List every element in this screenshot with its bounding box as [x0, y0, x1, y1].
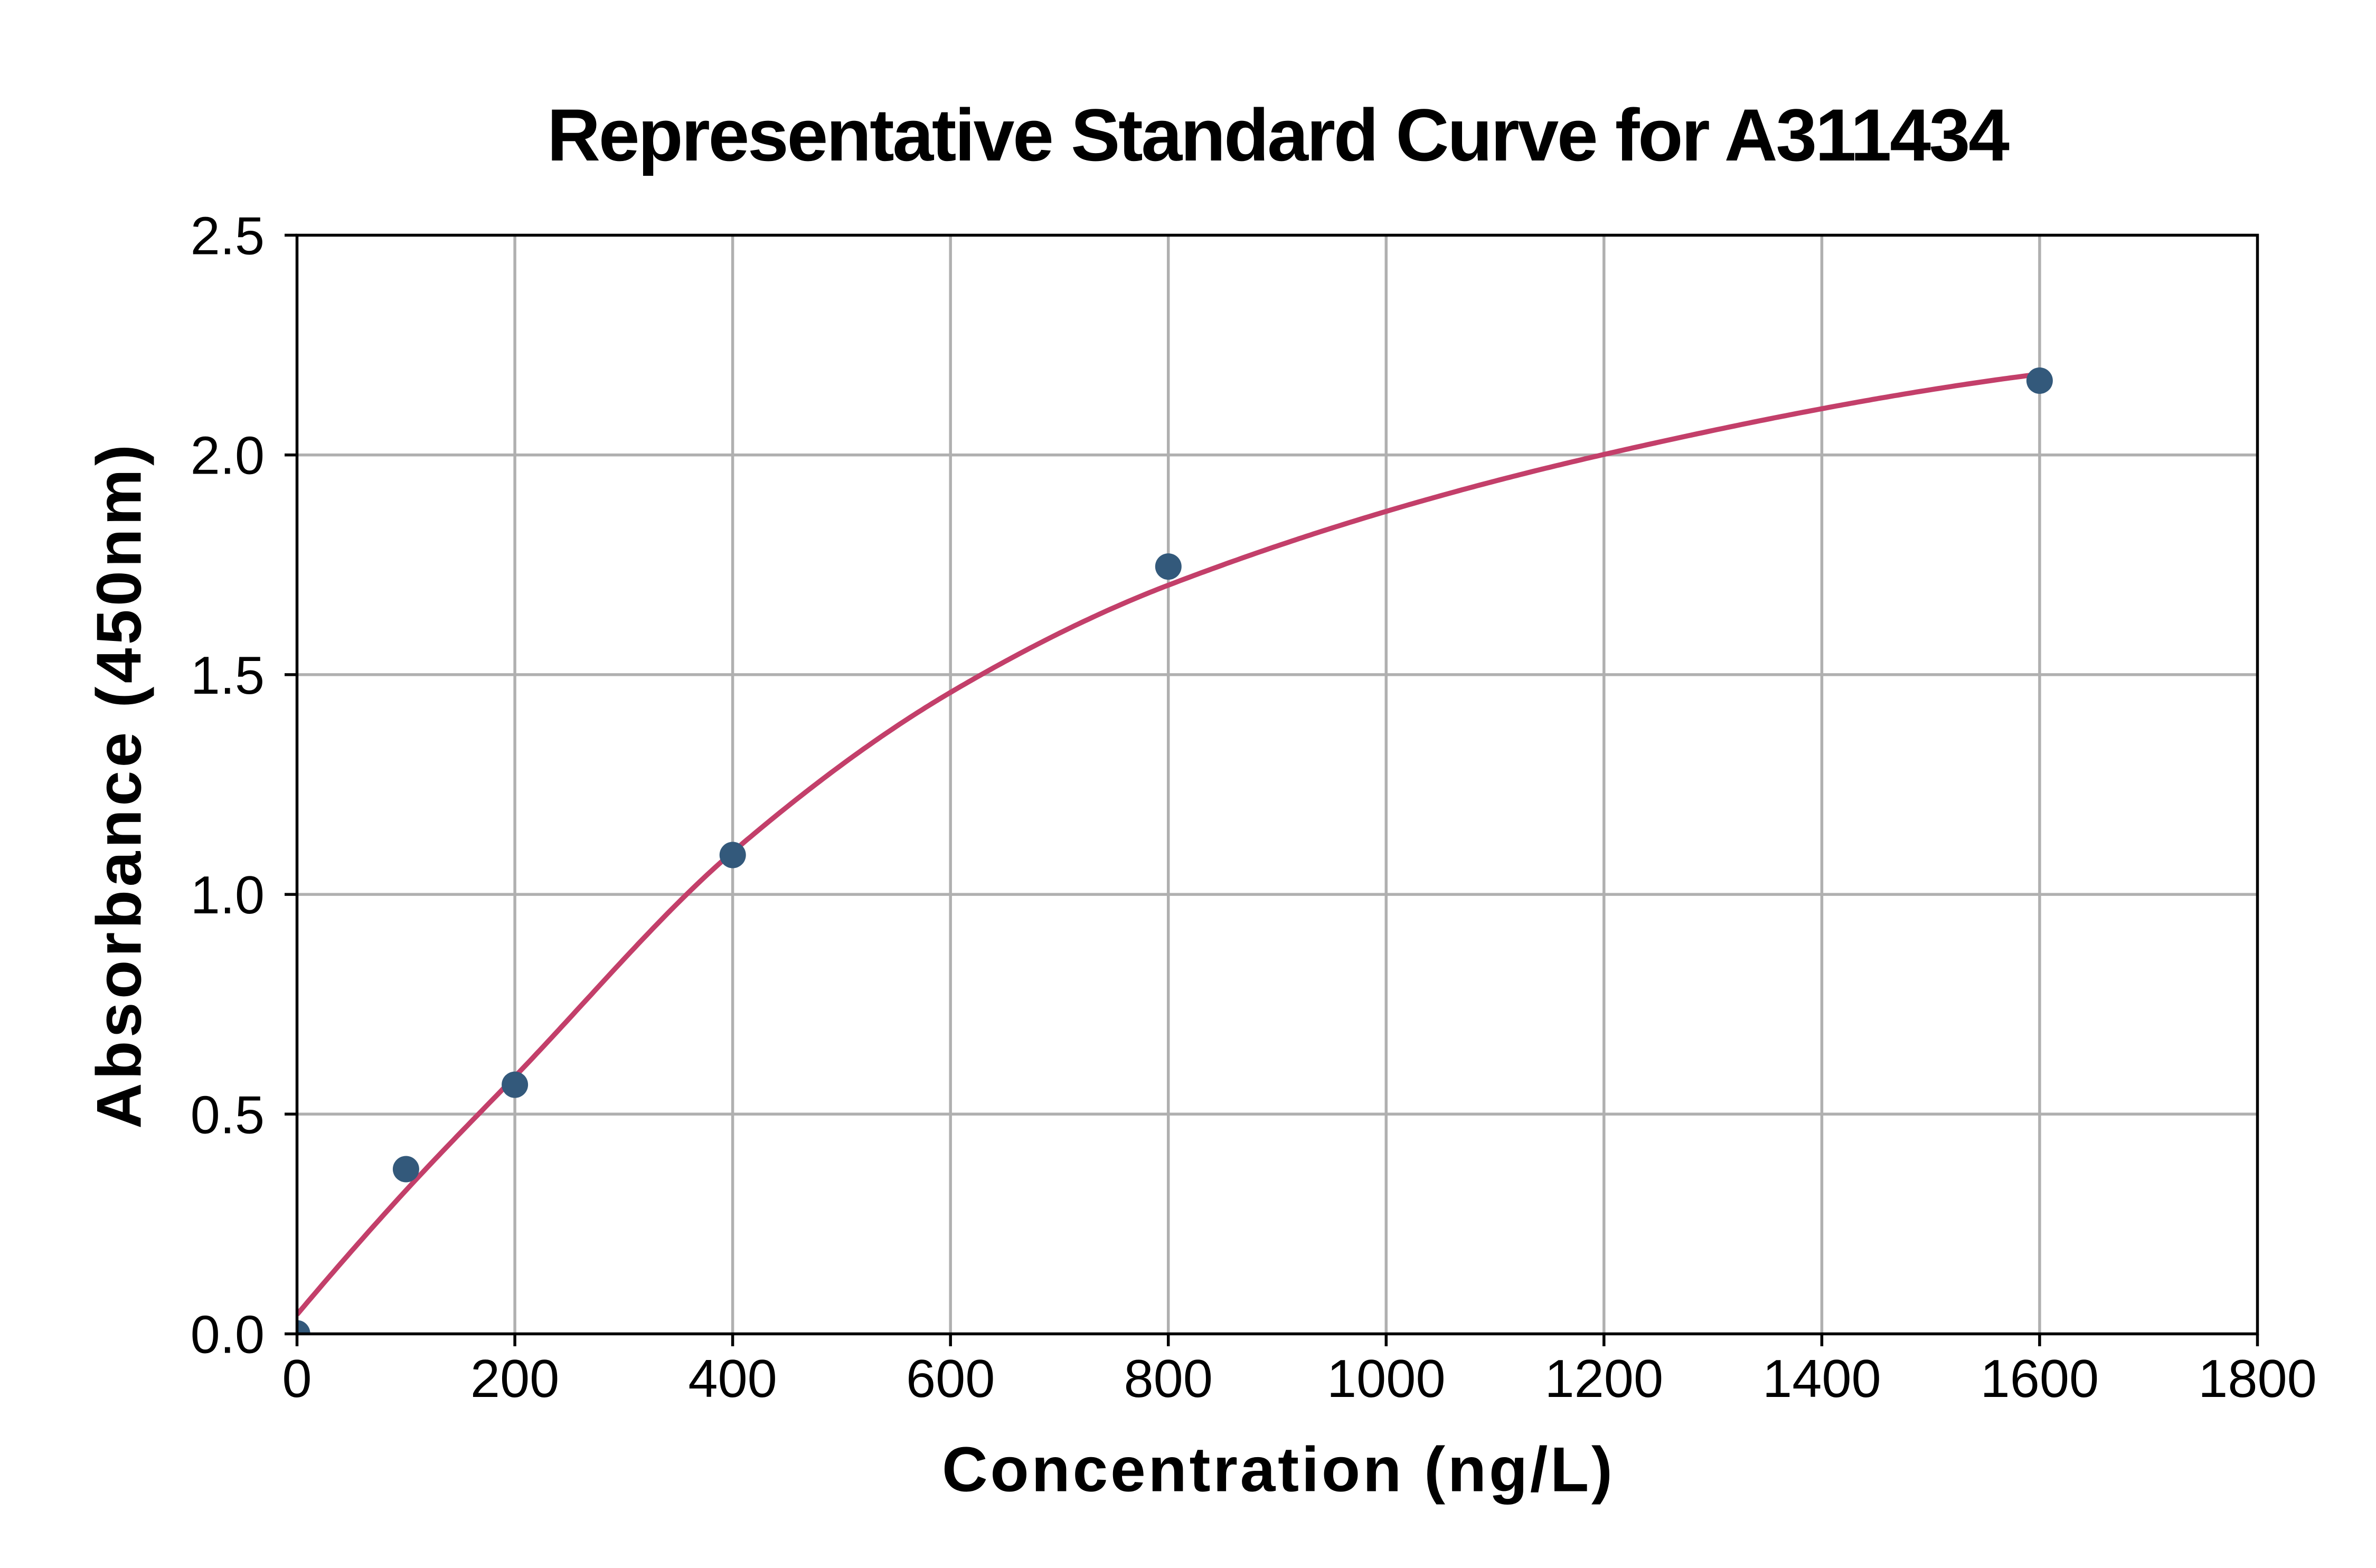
svg-text:1600: 1600	[1981, 1349, 2099, 1409]
svg-text:Absorbance (450nm): Absorbance (450nm)	[84, 445, 155, 1129]
svg-text:0.0: 0.0	[191, 1306, 265, 1365]
svg-text:2.0: 2.0	[191, 427, 265, 486]
svg-text:1000: 1000	[1327, 1349, 1446, 1409]
svg-text:2.5: 2.5	[191, 207, 265, 266]
svg-text:1200: 1200	[1544, 1349, 1663, 1409]
svg-text:800: 800	[1124, 1349, 1213, 1409]
svg-text:200: 200	[470, 1349, 560, 1409]
svg-text:0: 0	[282, 1349, 312, 1409]
svg-text:400: 400	[688, 1349, 777, 1409]
svg-text:1800: 1800	[2198, 1349, 2317, 1409]
svg-text:600: 600	[906, 1349, 995, 1409]
svg-text:0.5: 0.5	[191, 1085, 265, 1145]
svg-text:1.5: 1.5	[191, 646, 265, 705]
svg-text:Concentration (ng/L): Concentration (ng/L)	[942, 1434, 1613, 1505]
svg-text:1400: 1400	[1762, 1349, 1881, 1409]
svg-text:1.0: 1.0	[191, 866, 265, 925]
svg-text:Representative Standard Curve: Representative Standard Curve for A31143…	[547, 93, 2010, 176]
